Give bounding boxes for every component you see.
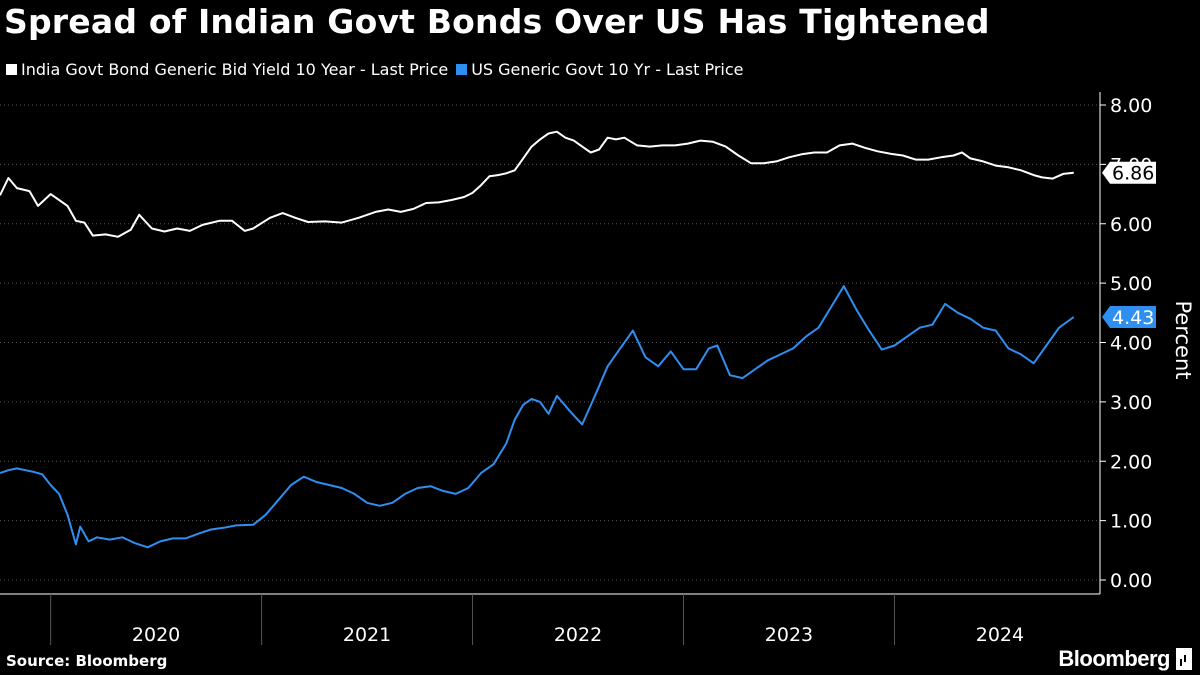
series-line-us <box>0 285 1075 549</box>
legend-label-us: US Generic Govt 10 Yr - Last Price <box>471 60 744 79</box>
y-tick-label: 5.00 <box>1110 273 1152 295</box>
legend-item-india: India Govt Bond Generic Bid Yield 10 Yea… <box>6 60 448 79</box>
last-value-label-india: 6.86 <box>1112 163 1154 185</box>
legend-swatch-us <box>456 64 468 75</box>
y-tick-label: 6.00 <box>1110 214 1152 236</box>
bloomberg-logo: Bloomberg <box>1058 646 1192 672</box>
y-tick-label: 1.00 <box>1110 511 1152 533</box>
chart-title: Spread of Indian Govt Bonds Over US Has … <box>4 2 990 41</box>
y-tick-label: 4.00 <box>1110 333 1152 355</box>
y-tick-label: 0.00 <box>1110 570 1152 592</box>
y-tick-label: 3.00 <box>1110 392 1152 414</box>
source-note: Source: Bloomberg <box>6 652 168 670</box>
last-value-tag-india <box>1102 161 1156 184</box>
x-tick-label: 2021 <box>343 624 391 646</box>
x-tick-label: 2024 <box>976 624 1024 646</box>
legend-swatch-india <box>6 64 17 75</box>
x-tick-label: 2022 <box>554 624 602 646</box>
last-value-label-us: 4.43 <box>1112 307 1154 329</box>
last-value-tag-us <box>1102 305 1156 328</box>
y-axis-label: Percent <box>1171 300 1195 379</box>
y-tick-label: 8.00 <box>1110 95 1152 117</box>
y-tick-label: 2.00 <box>1110 451 1152 473</box>
x-tick-label: 2020 <box>132 624 180 646</box>
brand-name: Bloomberg <box>1058 646 1170 671</box>
legend-item-us: US Generic Govt 10 Yr - Last Price <box>456 60 744 79</box>
x-tick-label: 2023 <box>765 624 813 646</box>
legend: India Govt Bond Generic Bid Yield 10 Yea… <box>6 60 744 79</box>
series-line-india <box>0 130 1074 238</box>
legend-label-india: India Govt Bond Generic Bid Yield 10 Yea… <box>21 60 449 79</box>
bloomberg-terminal-icon <box>1176 648 1192 670</box>
